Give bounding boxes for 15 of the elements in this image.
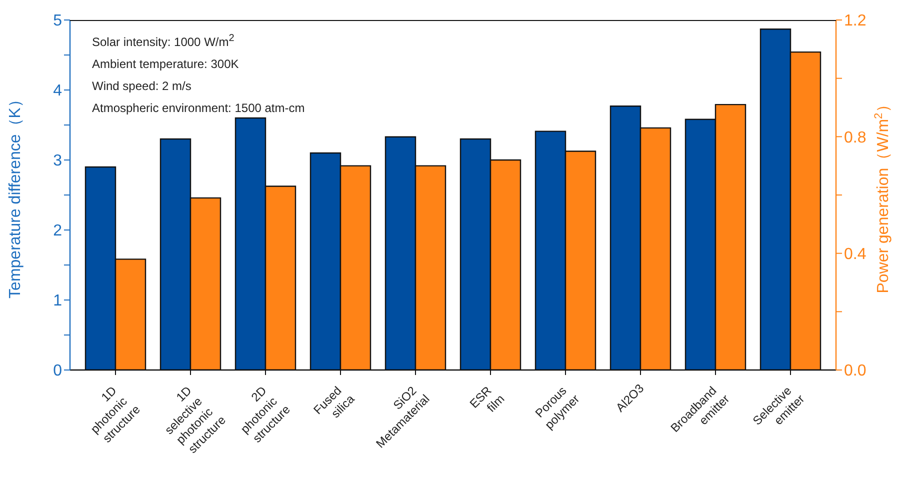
annotation: Solar intensity: 1000 W/m$^{2}$ (92, 32, 236, 51)
annotation: Wind speed: 2 m/s (92, 78, 192, 95)
y-tick-label: 0 (53, 362, 62, 380)
y-tick-label: 2 (53, 222, 62, 240)
y-axis-title: Temperature difference（K） (7, 92, 24, 298)
y2-tick-label: 1.2 (844, 12, 866, 30)
y2-tick-label: 0.4 (844, 246, 866, 264)
annotation: Atmospheric environment: 1500 atm-cm (92, 100, 305, 117)
text: 0.0 (844, 362, 866, 380)
y-tick-label: 4 (53, 82, 62, 100)
y-tick-label: 5 (53, 12, 62, 30)
y-tick-label: 1 (53, 292, 62, 310)
y2-tick-label: 0.8 (844, 129, 866, 146)
annotation: Ambient temperature: 300K (92, 56, 240, 73)
y-tick-label: 3 (53, 152, 62, 170)
